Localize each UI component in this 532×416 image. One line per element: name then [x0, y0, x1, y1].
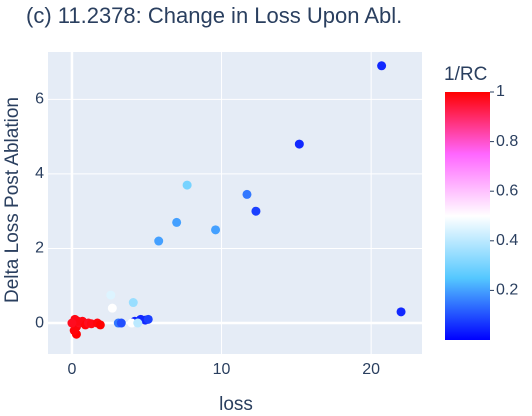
scatter-point [116, 318, 126, 328]
x-tick-label: 10 [213, 361, 231, 378]
scatter-point [128, 298, 138, 308]
scatter-point [106, 290, 116, 300]
scatter-point [107, 303, 117, 313]
colorbar-tick-label: 0.6 [496, 182, 518, 199]
scatter-point [396, 307, 406, 317]
y-tick-label: 0 [35, 314, 44, 331]
scatter-point [242, 189, 252, 199]
x-tick-label: 0 [67, 361, 76, 378]
scatter-point [133, 318, 143, 328]
colorbar-tick-label: 1 [496, 83, 505, 100]
scatter-point [95, 320, 105, 330]
scatter-point [377, 61, 387, 71]
y-axis-label: Delta Loss Post Ablation [2, 97, 23, 303]
colorbar-tick-label: 0.4 [496, 232, 518, 249]
chart-title: (c) 11.2378: Change in Loss Upon Abl. [26, 3, 402, 28]
scatter-point [172, 217, 182, 227]
scatter-point [182, 180, 192, 190]
scatter-point [251, 206, 261, 216]
x-axis-label: loss [219, 394, 253, 415]
scatter-point [154, 236, 164, 246]
x-tick-label: 20 [362, 361, 380, 378]
y-tick-label: 2 [35, 240, 44, 257]
colorbar-tick-label: 0.2 [496, 282, 518, 299]
y-tick-label: 6 [35, 91, 44, 108]
scatter-point [211, 225, 221, 235]
colorbar [445, 92, 490, 340]
scatter-point [67, 318, 77, 328]
colorbar-title: 1/RC [444, 64, 487, 85]
scatter-point [143, 314, 153, 324]
scatter-point [294, 139, 304, 149]
plot-area [48, 52, 422, 354]
y-tick-label: 4 [35, 165, 44, 182]
colorbar-tick-label: 0.8 [496, 133, 518, 150]
scatter-point [69, 326, 79, 336]
